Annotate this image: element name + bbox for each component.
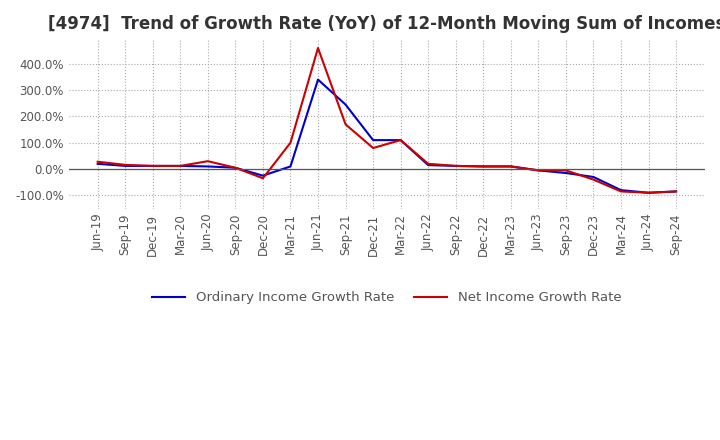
Net Income Growth Rate (396, 137, 405, 143)
Ordinary Income Growth Rate (562, 170, 570, 176)
Net Income Growth Rate (506, 164, 515, 169)
Ordinary Income Growth Rate (424, 162, 433, 168)
Ordinary Income Growth Rate (231, 165, 240, 170)
Ordinary Income Growth Rate (204, 164, 212, 169)
Ordinary Income Growth Rate (94, 161, 102, 166)
Ordinary Income Growth Rate (369, 137, 377, 143)
Ordinary Income Growth Rate (258, 173, 267, 178)
Net Income Growth Rate (341, 122, 350, 127)
Net Income Growth Rate (672, 189, 680, 194)
Net Income Growth Rate (121, 162, 130, 168)
Ordinary Income Growth Rate (341, 102, 350, 107)
Net Income Growth Rate (148, 163, 157, 169)
Ordinary Income Growth Rate (148, 163, 157, 169)
Net Income Growth Rate (424, 161, 433, 166)
Net Income Growth Rate (231, 165, 240, 170)
Line: Ordinary Income Growth Rate: Ordinary Income Growth Rate (98, 80, 676, 193)
Ordinary Income Growth Rate (314, 77, 323, 82)
Net Income Growth Rate (616, 189, 625, 194)
Net Income Growth Rate (176, 163, 184, 169)
Net Income Growth Rate (534, 168, 543, 173)
Ordinary Income Growth Rate (644, 190, 653, 195)
Net Income Growth Rate (451, 163, 460, 169)
Net Income Growth Rate (204, 158, 212, 164)
Ordinary Income Growth Rate (451, 163, 460, 169)
Line: Net Income Growth Rate: Net Income Growth Rate (98, 48, 676, 193)
Ordinary Income Growth Rate (121, 163, 130, 169)
Ordinary Income Growth Rate (589, 174, 598, 180)
Ordinary Income Growth Rate (479, 164, 487, 169)
Net Income Growth Rate (94, 159, 102, 165)
Ordinary Income Growth Rate (534, 168, 543, 173)
Net Income Growth Rate (286, 140, 294, 145)
Legend: Ordinary Income Growth Rate, Net Income Growth Rate: Ordinary Income Growth Rate, Net Income … (147, 286, 626, 309)
Net Income Growth Rate (644, 190, 653, 195)
Net Income Growth Rate (369, 145, 377, 150)
Ordinary Income Growth Rate (176, 163, 184, 169)
Ordinary Income Growth Rate (506, 164, 515, 169)
Ordinary Income Growth Rate (286, 164, 294, 169)
Ordinary Income Growth Rate (616, 187, 625, 193)
Ordinary Income Growth Rate (396, 137, 405, 143)
Net Income Growth Rate (589, 177, 598, 182)
Net Income Growth Rate (314, 45, 323, 51)
Ordinary Income Growth Rate (672, 189, 680, 194)
Net Income Growth Rate (258, 176, 267, 181)
Title: [4974]  Trend of Growth Rate (YoY) of 12-Month Moving Sum of Incomes: [4974] Trend of Growth Rate (YoY) of 12-… (48, 15, 720, 33)
Net Income Growth Rate (479, 164, 487, 169)
Net Income Growth Rate (562, 168, 570, 173)
